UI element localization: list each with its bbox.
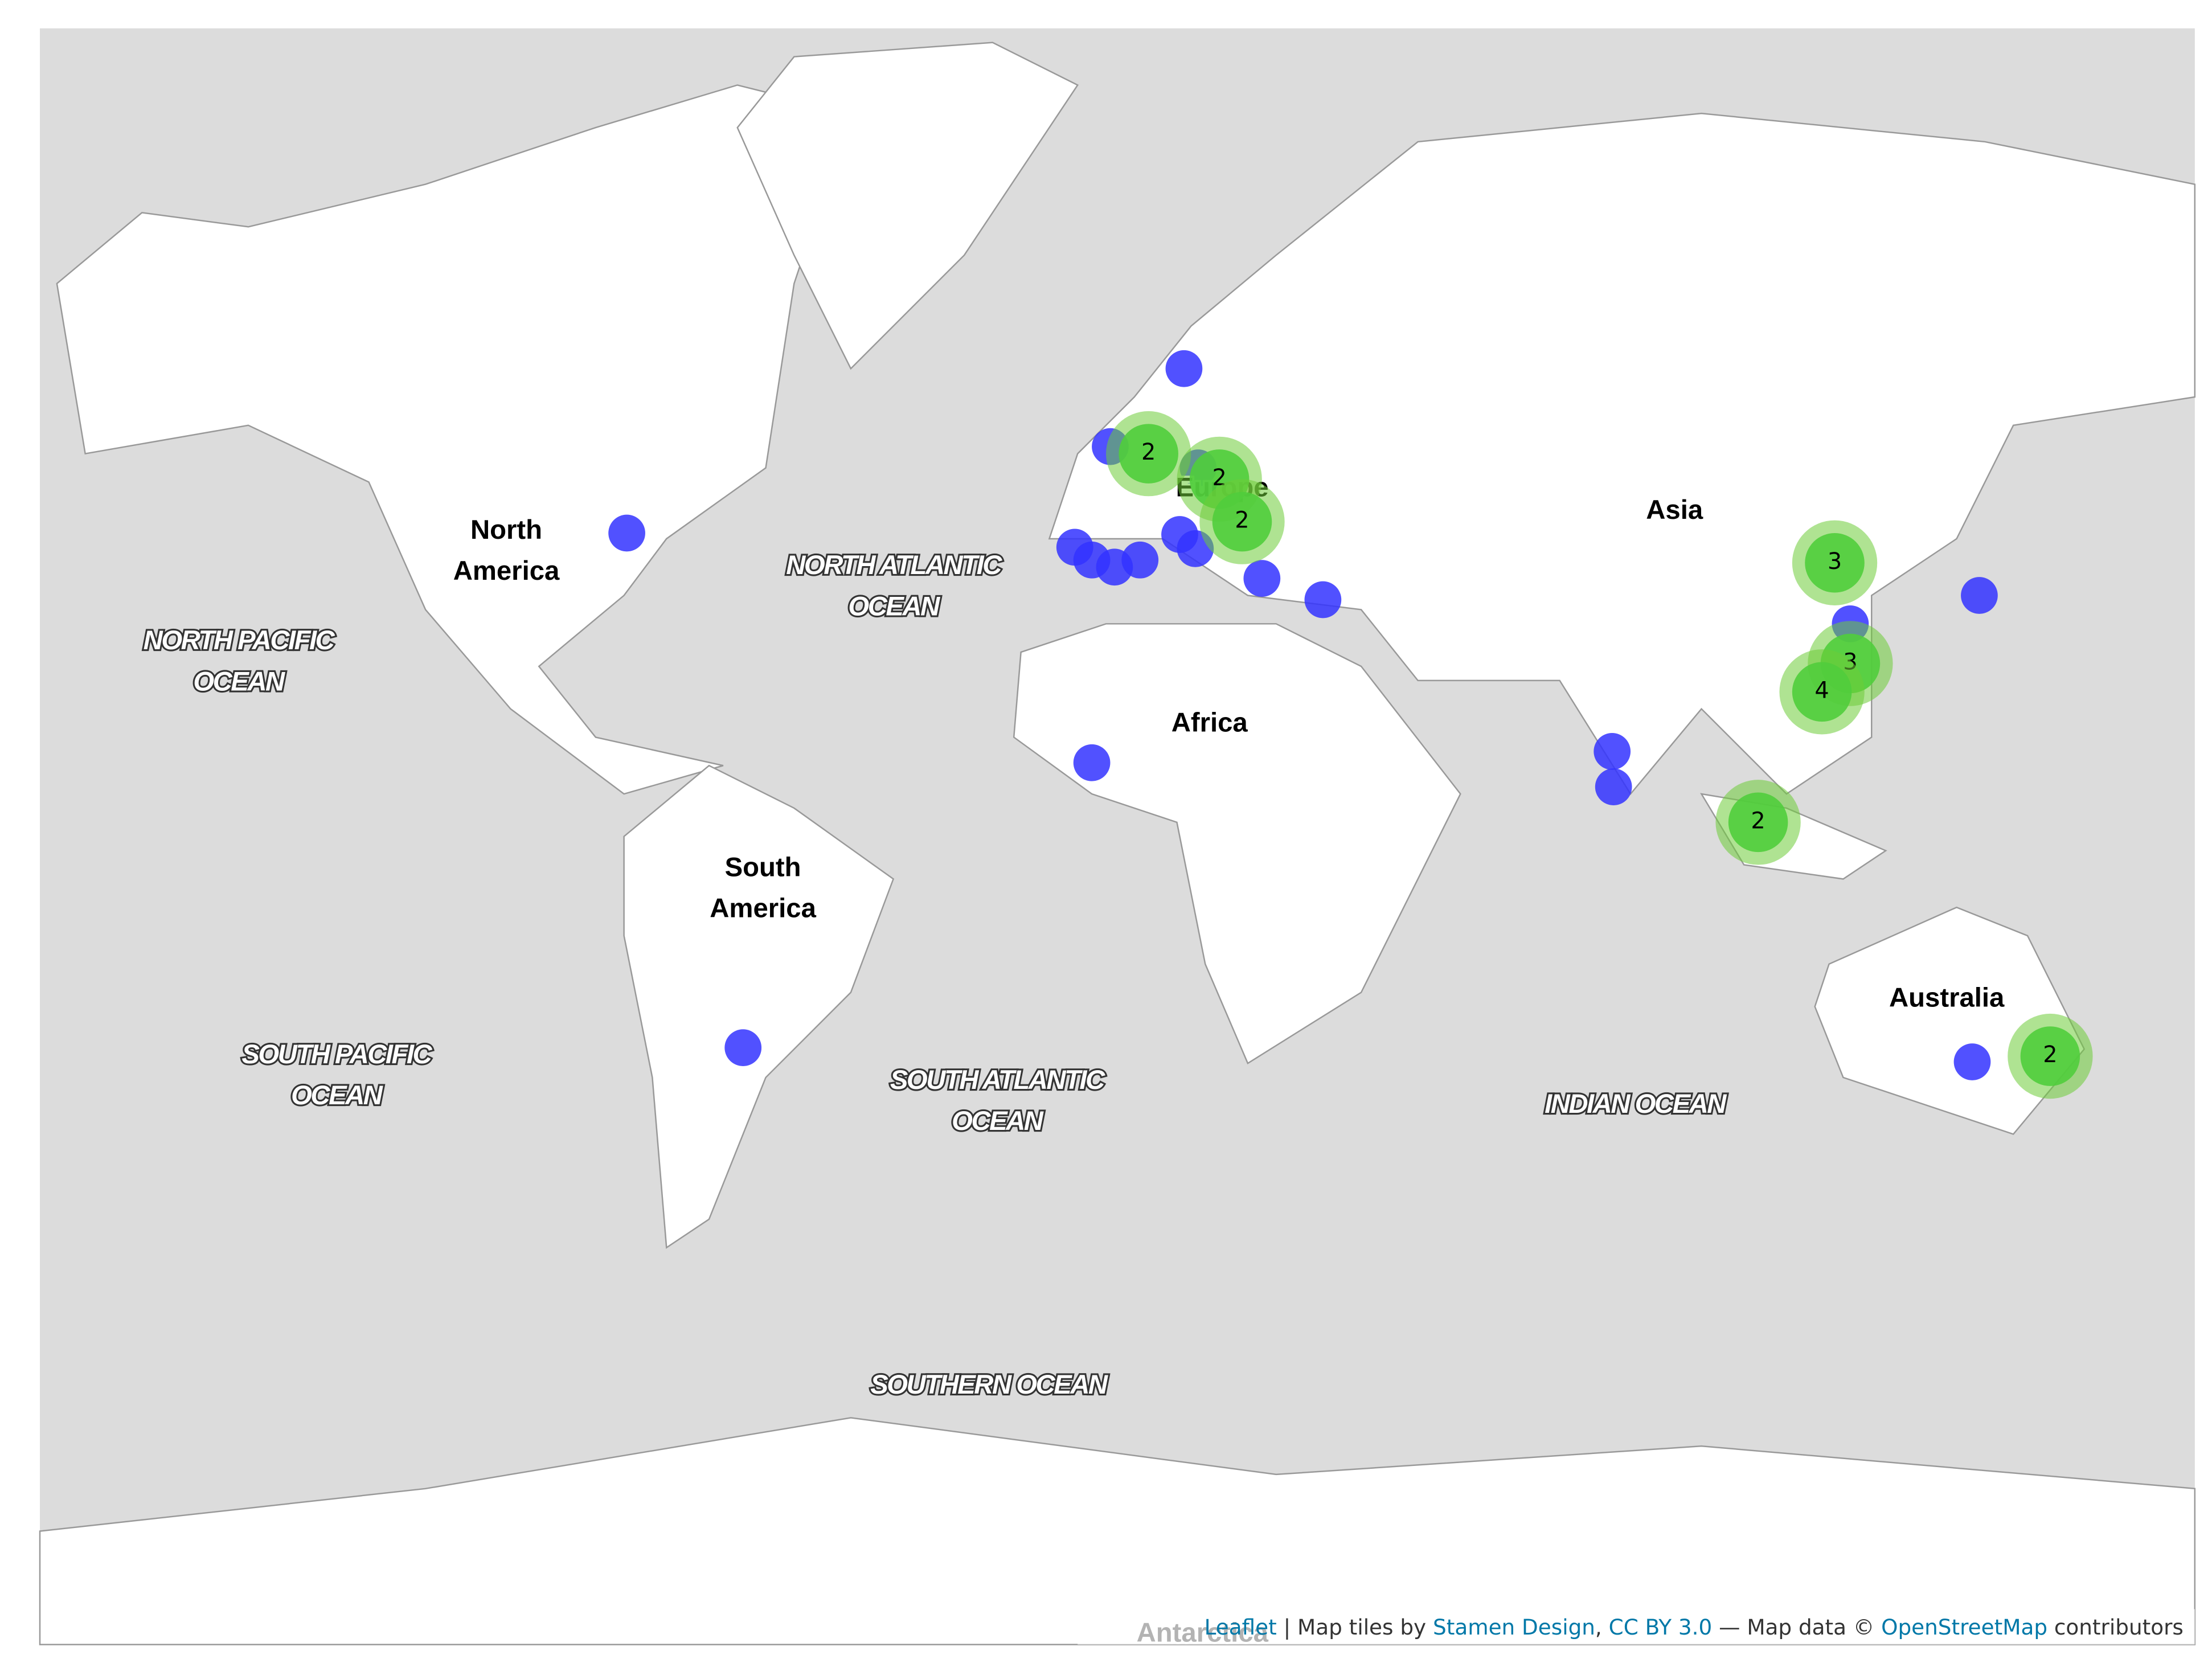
marker[interactable]: [1304, 581, 1342, 618]
label-line: OCEAN: [848, 591, 940, 621]
attribution-link[interactable]: CC BY 3.0: [1609, 1615, 1713, 1640]
marker[interactable]: [1961, 577, 1998, 614]
label-line: Asia: [1646, 495, 1703, 525]
cluster-core: [1792, 662, 1852, 722]
label-line: North: [470, 515, 542, 545]
label-line: Australia: [1889, 982, 2005, 1013]
marker[interactable]: [1121, 541, 1159, 579]
ocean-label: NORTH ATLANTIC OCEAN: [786, 550, 1002, 621]
cluster-core: [2020, 1026, 2080, 1086]
attribution-link[interactable]: Leaflet: [1205, 1615, 1277, 1640]
cluster-core: [1212, 491, 1272, 552]
attribution: Leaflet | Map tiles by Stamen Design, CC…: [1205, 1615, 2184, 1640]
cluster-count: 2: [2043, 1042, 2057, 1068]
cluster[interactable]: 2: [1715, 780, 1801, 865]
cluster[interactable]: 4: [1779, 649, 1865, 735]
continent-label: North America: [453, 515, 560, 586]
cluster[interactable]: 2: [1199, 479, 1285, 564]
attribution-text: | Map tiles by: [1277, 1615, 1433, 1640]
label-line: SOUTH ATLANTIC: [890, 1065, 1105, 1095]
label-line: America: [710, 894, 816, 924]
cluster-count: 2: [1141, 439, 1156, 465]
cluster[interactable]: 2: [2008, 1013, 2093, 1099]
marker[interactable]: [1073, 744, 1111, 781]
marker[interactable]: [1953, 1043, 1991, 1080]
cluster-count: 2: [1751, 808, 1765, 834]
cluster-core: [1728, 792, 1788, 853]
cluster-count: 3: [1828, 548, 1842, 575]
cluster-core: [1119, 424, 1178, 484]
clusters: 22233422: [1106, 411, 2093, 1099]
attribution-text: — Map data ©: [1712, 1615, 1881, 1640]
ocean-label: NORTH PACIFIC OCEAN: [144, 625, 335, 697]
cluster[interactable]: 3: [1792, 520, 1878, 605]
marker[interactable]: [1595, 768, 1632, 805]
attribution-text: ,: [1595, 1615, 1609, 1640]
marker[interactable]: [724, 1029, 762, 1066]
cluster-count: 2: [1235, 507, 1249, 534]
label-line: SOUTH PACIFIC: [241, 1039, 432, 1070]
land: [39, 42, 2196, 1645]
continent-label: Australia: [1889, 982, 2005, 1013]
label-line: OCEAN: [291, 1080, 383, 1111]
label-line: South: [725, 852, 801, 882]
continent-label: Africa: [1171, 708, 1248, 738]
marker[interactable]: [608, 514, 645, 552]
label-line: America: [453, 556, 560, 586]
attribution-link[interactable]: OpenStreetMap: [1881, 1615, 2047, 1640]
attribution-text: contributors: [2047, 1615, 2184, 1640]
marker[interactable]: [1594, 732, 1631, 770]
marker[interactable]: [1165, 350, 1203, 387]
cluster[interactable]: 2: [1106, 411, 1191, 497]
ocean-label: SOUTH ATLANTIC OCEAN: [890, 1065, 1105, 1136]
attribution-bg: [1078, 1609, 2195, 1645]
cluster-count: 4: [1814, 677, 1829, 703]
label-line: Africa: [1171, 708, 1248, 738]
ocean-label: SOUTH PACIFIC OCEAN: [241, 1039, 432, 1111]
ocean-label: SOUTHERN OCEAN: [870, 1370, 1108, 1400]
label-line: NORTH ATLANTIC: [786, 550, 1002, 580]
ocean-label: INDIAN OCEAN: [1545, 1089, 1727, 1119]
cluster-core: [1805, 533, 1865, 593]
continent-label: South America: [710, 852, 816, 923]
label-line: NORTH PACIFIC: [144, 625, 335, 656]
label-line: OCEAN: [952, 1106, 1044, 1136]
label-line: SOUTHERN OCEAN: [870, 1370, 1108, 1400]
continent-label: Asia: [1646, 495, 1703, 525]
label-line: INDIAN OCEAN: [1545, 1089, 1727, 1119]
label-line: OCEAN: [193, 666, 285, 697]
attribution-link[interactable]: Stamen Design: [1433, 1615, 1595, 1640]
marker[interactable]: [1243, 560, 1281, 597]
